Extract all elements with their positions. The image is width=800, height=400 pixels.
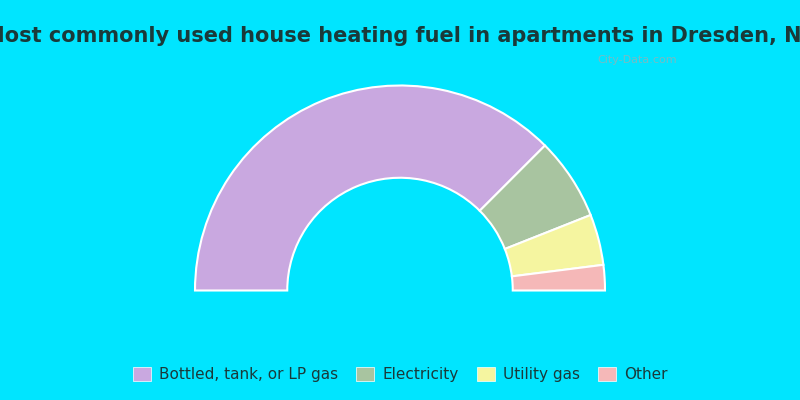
Legend: Bottled, tank, or LP gas, Electricity, Utility gas, Other: Bottled, tank, or LP gas, Electricity, U… [126,361,674,388]
Text: Most commonly used house heating fuel in apartments in Dresden, NY: Most commonly used house heating fuel in… [0,26,800,46]
Wedge shape [480,146,590,249]
Wedge shape [512,265,605,290]
Text: City-Data.com: City-Data.com [597,55,677,65]
Wedge shape [505,215,603,276]
Wedge shape [195,86,545,290]
